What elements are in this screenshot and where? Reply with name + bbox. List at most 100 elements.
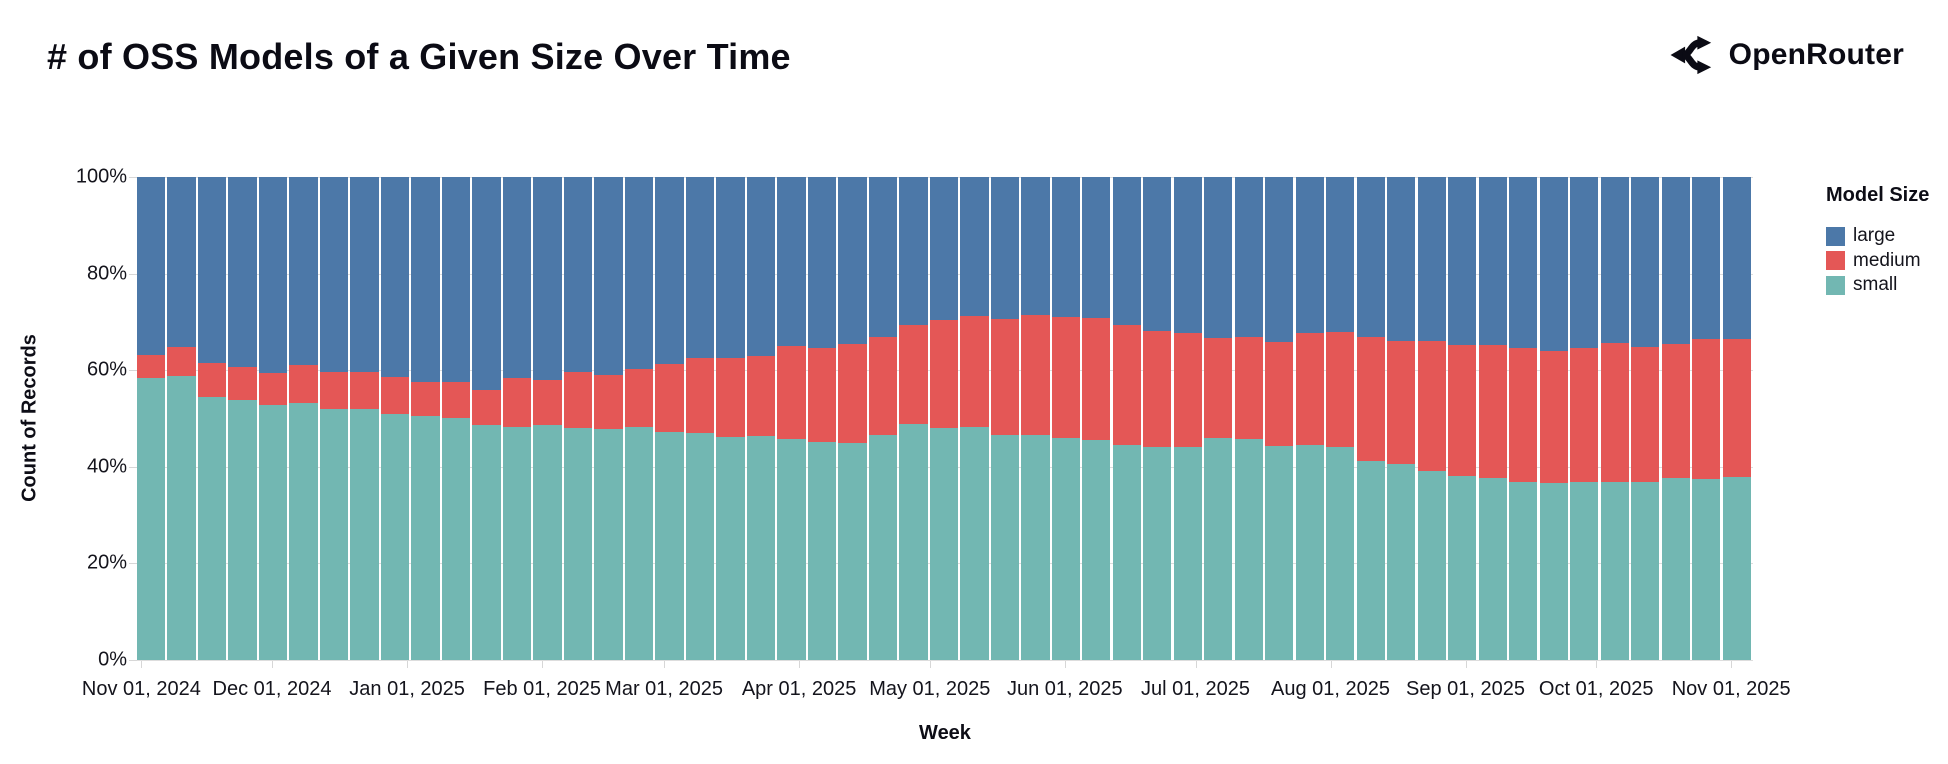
bar-week xyxy=(1173,177,1202,660)
y-axis-label: 100% xyxy=(75,165,127,188)
y-axis-tick xyxy=(129,370,137,372)
y-axis-label: 80% xyxy=(86,262,127,285)
bar-segment-large xyxy=(1173,177,1202,334)
bar-segment-medium xyxy=(990,319,1020,436)
bar-segment-large xyxy=(868,177,898,338)
bar-segment-medium xyxy=(899,324,928,425)
bar-week xyxy=(1234,177,1263,660)
bar-segment-large xyxy=(1234,177,1263,337)
bar-week xyxy=(899,177,928,660)
bar-segment-large xyxy=(1722,177,1751,340)
bar-segment-large xyxy=(472,177,501,390)
bar-segment-small xyxy=(807,442,837,660)
bar-week xyxy=(167,177,196,660)
bar-week xyxy=(319,177,349,660)
page-title: # of OSS Models of a Given Size Over Tim… xyxy=(47,36,791,77)
x-axis-title: Week xyxy=(919,722,971,744)
x-axis-label: Aug 01, 2025 xyxy=(1271,678,1390,700)
bar-segment-medium xyxy=(838,344,867,444)
bar-segment-small xyxy=(502,426,532,660)
bar-segment-large xyxy=(929,177,959,320)
bar-segment-medium xyxy=(960,316,989,428)
bar-week xyxy=(624,177,654,660)
bar-segment-medium xyxy=(1692,338,1721,479)
bar-segment-large xyxy=(899,177,928,325)
y-axis-label: 40% xyxy=(86,455,127,478)
bar-segment-small xyxy=(411,415,440,660)
bar-week xyxy=(258,177,288,660)
bar-segment-medium xyxy=(1600,343,1629,482)
openrouter-logo-text: OpenRouter xyxy=(1728,38,1904,71)
y-axis-tick xyxy=(129,177,137,178)
bar-segment-small xyxy=(1295,445,1324,660)
x-axis-label: Sep 01, 2025 xyxy=(1406,678,1525,700)
bar-segment-large xyxy=(319,177,349,372)
y-axis-title: Count of Records xyxy=(18,334,41,502)
bar-segment-large xyxy=(838,177,867,345)
bar-week xyxy=(472,177,501,660)
bar-segment-small xyxy=(1417,470,1446,660)
bar-segment-medium xyxy=(1295,333,1324,446)
x-axis-label: Dec 01, 2024 xyxy=(212,678,332,700)
x-axis-tick xyxy=(1596,661,1598,668)
openrouter-logo[interactable]: OpenRouter xyxy=(1668,32,1904,78)
legend-label: small xyxy=(1853,274,1898,296)
bar-segment-medium xyxy=(411,381,440,416)
bar-segment-large xyxy=(1600,177,1629,344)
bar-segment-medium xyxy=(1021,314,1050,435)
bar-segment-large xyxy=(1417,177,1446,342)
plot-area: Week 0% 20% 40% 60% 80% 100% Nov 01, 2024 Dec 0… xyxy=(76,166,1791,745)
bar-week xyxy=(655,177,684,660)
bar-segment-small xyxy=(777,438,806,660)
bar-segment-small xyxy=(624,426,654,660)
bar-segment-medium xyxy=(1082,318,1111,441)
bar-segment-large xyxy=(1448,177,1477,345)
bar-week xyxy=(1112,177,1141,660)
bar-segment-large xyxy=(1326,177,1355,333)
bar-week xyxy=(1509,177,1538,660)
legend-item-small: small xyxy=(1826,273,1929,298)
bar-week xyxy=(1692,177,1721,660)
bar-week xyxy=(777,177,806,660)
legend-item-large: large xyxy=(1826,224,1929,249)
x-axis-tick xyxy=(1465,661,1467,668)
bar-segment-large xyxy=(1204,177,1233,338)
bar-segment-large xyxy=(716,177,745,359)
bar-segment-small xyxy=(1478,477,1507,660)
bar-segment-medium xyxy=(1509,348,1538,482)
bar-segment-large xyxy=(137,177,166,356)
x-axis-label: Feb 01, 2025 xyxy=(483,678,602,700)
bar-week xyxy=(441,177,471,660)
bar-week xyxy=(1356,177,1385,660)
bar-segment-small xyxy=(685,433,715,660)
bar-segment-small xyxy=(319,409,349,660)
x-axis-label: Jun 01, 2025 xyxy=(1006,678,1123,700)
bar-segment-small xyxy=(1600,481,1629,660)
bar-segment-large xyxy=(1539,177,1568,351)
bar-week xyxy=(380,177,410,660)
bar-segment-medium xyxy=(1204,337,1233,438)
x-axis-tick xyxy=(141,661,143,668)
x-axis-tick xyxy=(799,661,801,668)
bar-segment-small xyxy=(1204,437,1233,660)
bar-week xyxy=(594,177,623,660)
bar-segment-medium xyxy=(1112,325,1141,445)
bar-segment-small xyxy=(228,400,257,660)
bar-week xyxy=(350,177,379,660)
bar-segment-medium xyxy=(685,357,715,434)
x-axis-label: Nov 01, 2025 xyxy=(1671,678,1791,700)
bar-segment-small xyxy=(655,432,684,660)
bar-segment-small xyxy=(1173,447,1202,660)
bar-segment-medium xyxy=(289,364,318,403)
bar-segment-medium xyxy=(624,368,654,427)
bar-segment-small xyxy=(594,428,623,660)
bar-week xyxy=(1478,177,1507,660)
x-axis-label: Jan 01, 2025 xyxy=(349,678,465,700)
bar-segment-medium xyxy=(472,389,501,426)
bar-segment-small xyxy=(1387,464,1416,660)
bar-segment-medium xyxy=(1051,316,1080,438)
bar-segment-medium xyxy=(563,371,593,428)
bar-segment-medium xyxy=(1143,330,1172,447)
bar-segment-large xyxy=(1478,177,1507,345)
bar-segment-small xyxy=(1692,478,1721,660)
